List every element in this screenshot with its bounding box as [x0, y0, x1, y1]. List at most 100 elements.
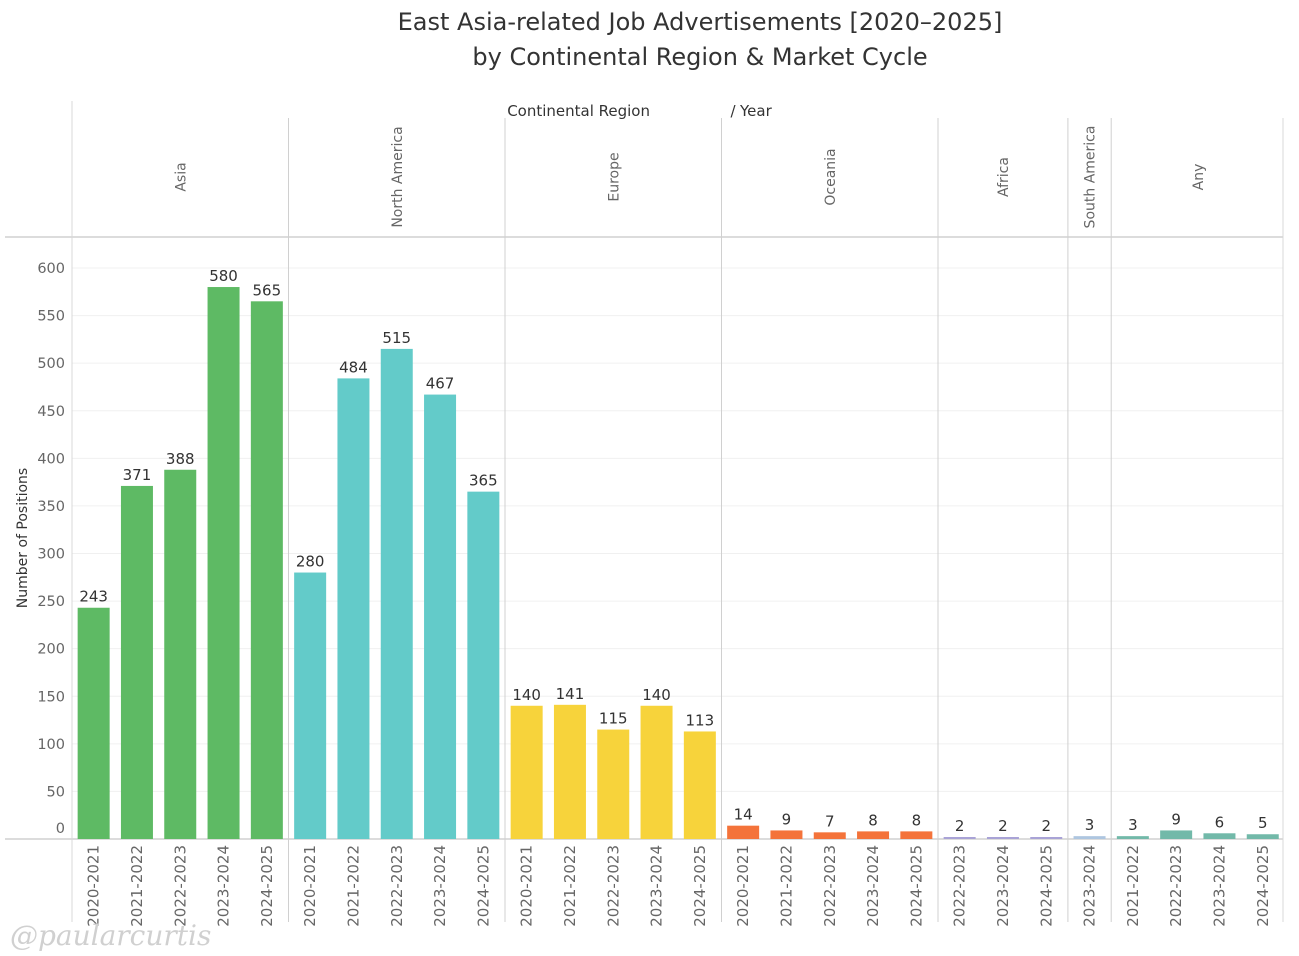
bar — [770, 830, 803, 839]
bar — [250, 301, 283, 839]
region-label-europe: Europe — [606, 152, 622, 201]
year-tick-label: 2022-2023 — [604, 845, 622, 927]
column-header-sub: Year — [739, 102, 773, 120]
bar — [1073, 836, 1106, 839]
bar — [120, 485, 153, 839]
y-tick-label: 400 — [37, 451, 65, 467]
y-tick-label: 350 — [37, 499, 65, 515]
column-header: Continental Region — [507, 102, 650, 120]
y-tick-label: 100 — [37, 737, 65, 753]
data-label: 3 — [1128, 816, 1138, 834]
y-tick-label: 0 — [56, 821, 65, 837]
bar — [727, 825, 760, 839]
bar — [813, 832, 846, 839]
year-tick-label: 2020-2021 — [734, 845, 752, 927]
year-tick-label: 2023-2024 — [215, 845, 233, 927]
data-label: 5 — [1258, 814, 1268, 832]
data-label: 8 — [868, 811, 878, 829]
y-tick-label: 50 — [47, 784, 65, 800]
year-tick-label: 2022-2023 — [821, 845, 839, 927]
bar — [1030, 837, 1063, 839]
y-tick-label: 600 — [37, 261, 65, 277]
y-axis-title: Number of Positions — [15, 468, 31, 608]
region-label-africa: Africa — [996, 157, 1012, 197]
data-label: 565 — [253, 281, 282, 299]
y-tick-label: 150 — [37, 689, 65, 705]
year-tick-label: 2021-2022 — [128, 845, 146, 927]
year-tick-label: 2024-2025 — [474, 845, 492, 927]
region-label-any: Any — [1191, 164, 1207, 191]
year-tick-label: 2024-2025 — [1254, 845, 1272, 927]
bar — [337, 378, 370, 839]
chart-title-line-1: East Asia-related Job Advertisements [20… — [398, 8, 1003, 36]
year-tick-label: 2024-2025 — [1037, 845, 1055, 927]
labels-layer: 0 50 100 150 200 250 300 350 400 450 500 550 600 Asia… — [37, 126, 1271, 927]
bar — [943, 837, 976, 839]
bar — [164, 469, 197, 839]
y-tick-label: 200 — [37, 642, 65, 658]
data-label: 141 — [556, 685, 585, 703]
data-label: 2 — [1041, 817, 1051, 835]
y-tick-label: 250 — [37, 594, 65, 610]
year-tick-label: 2021-2022 — [777, 845, 795, 927]
data-label: 365 — [469, 472, 498, 490]
y-tick-label: 500 — [37, 356, 65, 372]
region-label-asia: Asia — [173, 162, 189, 191]
region-label-south-america: South America — [1083, 126, 1099, 229]
data-label: 140 — [642, 686, 671, 704]
year-tick-label: 2024-2025 — [691, 845, 709, 927]
bar — [683, 731, 716, 839]
year-tick-label: 2023-2024 — [648, 845, 666, 927]
bar — [857, 831, 890, 839]
bar — [597, 729, 630, 839]
data-label: 115 — [599, 710, 628, 728]
data-label: 9 — [1171, 810, 1181, 828]
data-label: 515 — [382, 329, 411, 347]
data-label: 113 — [686, 711, 715, 729]
year-tick-label: 2021-2022 — [344, 845, 362, 927]
bars-layer — [77, 287, 1279, 839]
year-tick-label: 2024-2025 — [907, 845, 925, 927]
data-label: 388 — [166, 450, 195, 468]
year-tick-label: 2021-2022 — [561, 845, 579, 927]
bar — [77, 607, 110, 839]
data-label: 2 — [955, 817, 965, 835]
year-tick-label: 2024-2025 — [258, 845, 276, 927]
bar — [294, 572, 327, 839]
year-tick-label: 2023-2024 — [431, 845, 449, 927]
bar — [1160, 830, 1193, 839]
chart-title-line-2: by Continental Region & Market Cycle — [472, 43, 927, 71]
data-label: 6 — [1215, 813, 1225, 831]
data-label: 484 — [339, 358, 368, 376]
year-tick-label: 2022-2023 — [951, 845, 969, 927]
year-tick-label: 2021-2022 — [1124, 845, 1142, 927]
y-tick-label: 450 — [37, 404, 65, 420]
bar — [900, 831, 933, 839]
bar — [1116, 836, 1149, 839]
bar — [424, 394, 457, 839]
bar — [553, 704, 586, 839]
bar — [207, 287, 240, 839]
data-label: 2 — [998, 817, 1008, 835]
year-tick-label: 2020-2021 — [301, 845, 319, 927]
bar — [640, 705, 673, 839]
data-label: 371 — [123, 466, 152, 484]
data-label: 8 — [912, 811, 922, 829]
region-label-north-america: North America — [390, 126, 406, 227]
data-label: 243 — [79, 588, 108, 606]
year-tick-label: 2023-2024 — [994, 845, 1012, 927]
data-label: 467 — [426, 375, 455, 393]
y-tick-label: 300 — [37, 547, 65, 563]
data-label: 7 — [825, 812, 835, 830]
data-label: 140 — [512, 686, 541, 704]
year-tick-label: 2020-2021 — [85, 845, 103, 927]
watermark: @paularcurtis — [10, 919, 211, 952]
data-label: 9 — [782, 810, 792, 828]
year-tick-label: 2022-2023 — [388, 845, 406, 927]
bar — [1246, 834, 1279, 839]
bar — [1203, 833, 1236, 839]
year-tick-label: 2023-2024 — [1210, 845, 1228, 927]
bar — [467, 491, 500, 839]
column-header-separator: / — [730, 102, 736, 120]
bar — [986, 837, 1019, 839]
